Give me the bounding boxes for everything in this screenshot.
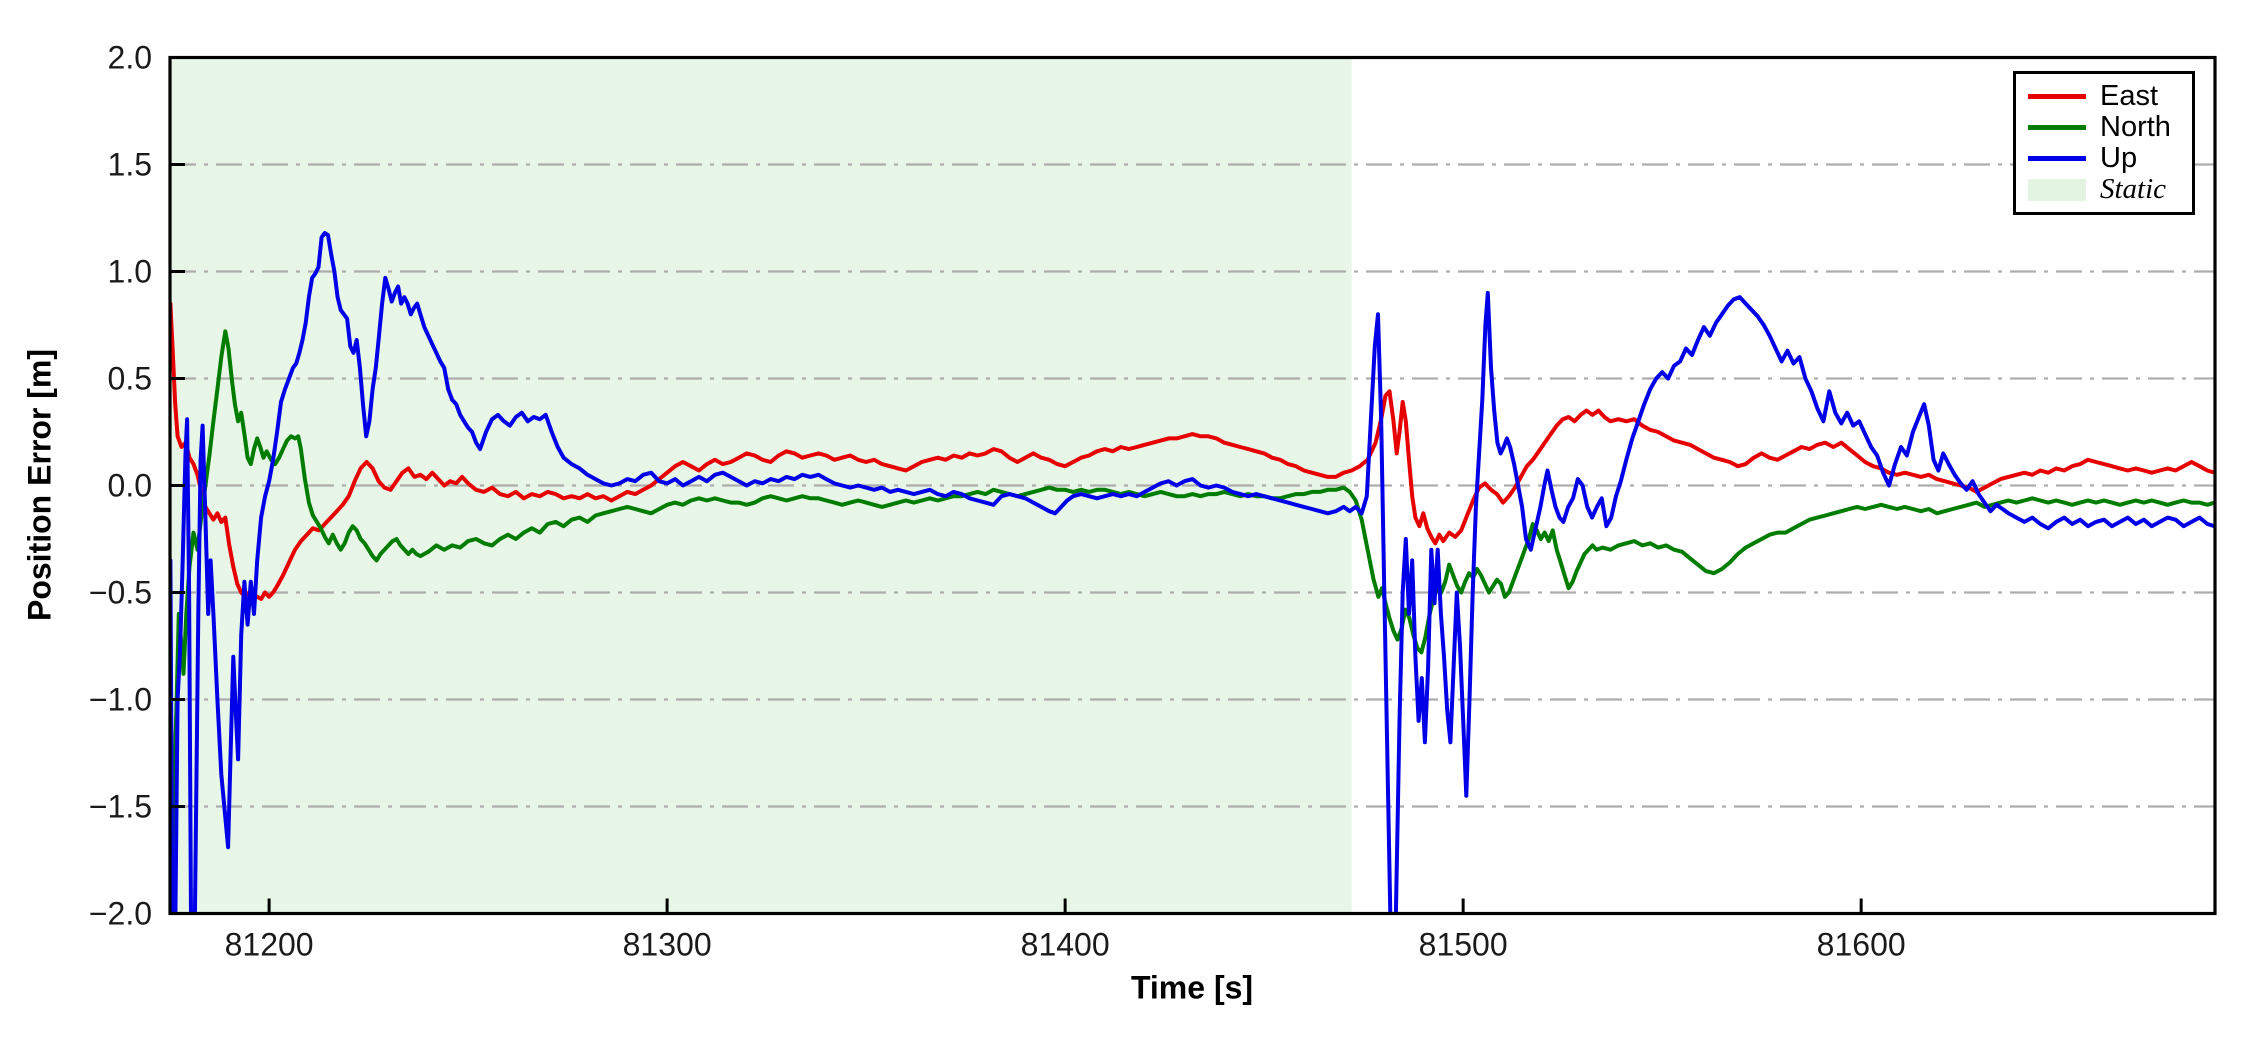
x-tick-label: 81400 [1021, 927, 1110, 963]
static-region-swatch [2028, 178, 2086, 201]
series-up-line [170, 231, 2215, 914]
y-axis-label: Position Error [m] [21, 348, 58, 622]
x-axis-label: Time [s] [1130, 969, 1254, 1006]
y-tick-label: −0.5 [89, 575, 152, 611]
x-tick-label: 81500 [1419, 927, 1508, 963]
legend-label-static: Static [2100, 173, 2167, 205]
legend-label-north: North [2100, 111, 2171, 143]
y-tick-label: −1.5 [89, 789, 152, 825]
series-north-line [170, 329, 2215, 899]
y-tick-label: 1.0 [108, 254, 152, 290]
legend-item-static: Static [2028, 174, 2192, 205]
x-tick-label: 81600 [1817, 927, 1906, 963]
legend-label-up: Up [2100, 142, 2138, 174]
up-line-swatch [2028, 156, 2086, 161]
y-tick-label: −1.0 [89, 682, 152, 718]
x-tick-label: 81300 [623, 927, 712, 963]
legend-label-east: East [2100, 80, 2159, 112]
y-tick-label: 0.5 [108, 361, 152, 397]
legend-item-east: East [2028, 81, 2192, 112]
y-tick-label: 0.0 [108, 468, 152, 504]
east-line-swatch [2028, 94, 2086, 99]
legend: East North Up Static [2013, 71, 2195, 215]
x-tick-label: 81200 [225, 927, 314, 963]
legend-item-up: Up [2028, 143, 2192, 174]
series-east-line [170, 301, 2215, 601]
north-line-swatch [2028, 125, 2086, 130]
y-tick-label: −2.0 [89, 896, 152, 932]
y-tick-label: 1.5 [108, 147, 152, 183]
y-tick-label: 2.0 [108, 40, 152, 76]
legend-item-north: North [2028, 112, 2192, 143]
